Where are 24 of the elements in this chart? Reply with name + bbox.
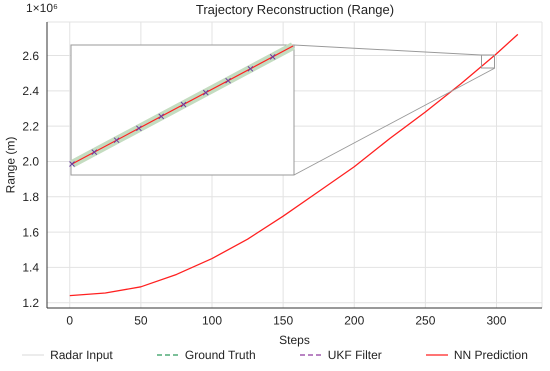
legend-label: NN Prediction (452, 348, 528, 362)
text: 1×10⁶ (26, 1, 58, 15)
y-tick-label: 1.6 (22, 225, 40, 240)
y-axis-title: Range (m) (3, 136, 18, 194)
y-tick-label: 1.8 (22, 190, 40, 204)
y-tick-label: 2.6 (22, 48, 40, 63)
x-tick-label: 150 (273, 314, 294, 328)
x-tick-label: 300 (486, 314, 507, 328)
x-tick-label: 100 (202, 314, 222, 328)
y-tick-label: 2.4 (22, 84, 40, 98)
x-tick-label: 0 (66, 314, 74, 328)
x-axis-title: Steps (279, 333, 310, 347)
legend-label: Ground Truth (184, 348, 256, 362)
chart-title: Trajectory Reconstruction (Range) (194, 2, 396, 17)
x-tick-label: 250 (415, 314, 436, 328)
y-tick-label: 2.2 (22, 119, 40, 134)
y-tick-label: 2.0 (22, 154, 40, 169)
legend-label: UKF Filter (326, 348, 382, 362)
x-tick-label: 50 (134, 314, 148, 328)
legend-label: Radar Input (49, 348, 113, 362)
y-tick-label: 1.4 (22, 260, 40, 275)
y-tick-label: 1.2 (22, 296, 40, 310)
x-tick-label: 200 (344, 314, 365, 328)
line-series (69, 34, 518, 296)
